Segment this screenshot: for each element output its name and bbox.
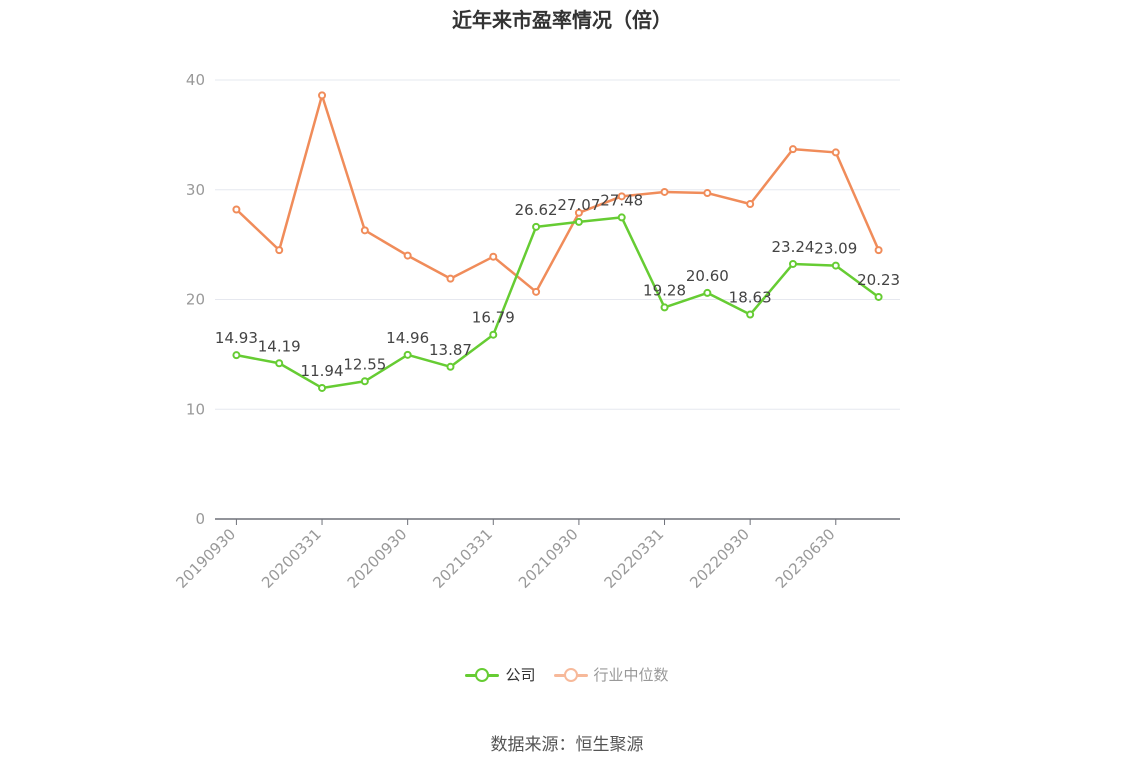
- data-point-company[interactable]: [318, 383, 327, 392]
- data-point-industry[interactable]: [788, 145, 797, 154]
- legend-item-industry[interactable]: 行业中位数: [553, 664, 669, 685]
- x-tick-label: 20200331: [258, 525, 325, 592]
- data-source: 数据来源：恒生聚源: [490, 735, 644, 755]
- legend-label-company: 公司: [505, 666, 536, 684]
- data-label-company: 14.19: [258, 337, 301, 355]
- data-point-company[interactable]: [788, 259, 797, 268]
- legend-label-industry: 行业中位数: [593, 666, 669, 684]
- y-tick-label: 20: [186, 291, 205, 309]
- data-label-company: 27.48: [600, 191, 643, 209]
- data-point-industry[interactable]: [232, 205, 241, 214]
- data-point-industry[interactable]: [574, 208, 583, 217]
- data-point-industry[interactable]: [446, 274, 455, 283]
- data-point-industry[interactable]: [617, 192, 626, 201]
- x-tick-label: 20220930: [686, 525, 753, 592]
- data-point-company[interactable]: [746, 310, 755, 319]
- y-tick-label: 10: [186, 400, 205, 418]
- x-tick-label: 20210930: [515, 525, 582, 592]
- x-tick-label: 20230630: [772, 525, 839, 592]
- data-point-industry[interactable]: [660, 187, 669, 196]
- data-label-company: 14.96: [386, 329, 429, 347]
- grid-lines: [215, 79, 900, 410]
- data-label-company: 18.63: [729, 289, 772, 307]
- data-point-industry[interactable]: [360, 226, 369, 235]
- data-point-industry[interactable]: [532, 287, 541, 296]
- data-label-company: 16.79: [472, 309, 515, 327]
- series-line-company: [236, 216, 880, 390]
- data-point-company[interactable]: [703, 288, 712, 297]
- series-line-industry: [235, 94, 880, 294]
- data-label-company: 26.62: [515, 201, 558, 219]
- data-point-company[interactable]: [275, 359, 284, 368]
- data-point-industry[interactable]: [703, 189, 712, 198]
- data-label-company: 23.09: [814, 240, 857, 258]
- data-point-industry[interactable]: [489, 252, 498, 261]
- data-point-company[interactable]: [446, 362, 455, 371]
- data-point-industry[interactable]: [746, 200, 755, 209]
- legend-swatch-company: [465, 667, 500, 683]
- data-point-industry[interactable]: [275, 246, 284, 255]
- data-label-company: 20.60: [686, 267, 729, 285]
- data-point-company[interactable]: [232, 351, 241, 360]
- x-tick-label: 20210331: [429, 525, 496, 592]
- y-tick-label: 40: [186, 71, 205, 89]
- data-point-company[interactable]: [874, 292, 883, 301]
- chart-title: 近年来市盈率情况（倍）: [452, 8, 672, 32]
- data-point-company[interactable]: [617, 213, 626, 222]
- data-label-company: 23.24: [771, 238, 814, 256]
- data-point-company[interactable]: [360, 377, 369, 386]
- data-point-industry[interactable]: [403, 251, 412, 260]
- x-tick-label: 20220331: [601, 525, 668, 592]
- data-label-company: 14.93: [215, 329, 258, 347]
- data-label-company: 20.23: [857, 271, 900, 289]
- y-tick-label: 0: [195, 510, 205, 528]
- data-point-company[interactable]: [403, 350, 412, 359]
- data-label-company: 11.94: [301, 362, 344, 380]
- data-point-industry[interactable]: [318, 91, 327, 100]
- data-point-company[interactable]: [660, 303, 669, 312]
- legend-item-company[interactable]: 公司: [465, 664, 536, 685]
- data-point-industry[interactable]: [874, 246, 883, 255]
- data-point-industry[interactable]: [831, 148, 840, 157]
- x-tick-label: 20190930: [173, 525, 240, 592]
- legend-swatch-industry: [553, 667, 588, 683]
- data-point-company[interactable]: [489, 330, 498, 339]
- series-lines: [232, 91, 883, 392]
- data-point-company[interactable]: [532, 222, 541, 231]
- data-label-company: 27.07: [557, 196, 600, 214]
- data-label-company: 13.87: [429, 341, 472, 359]
- legend: 公司 行业中位数: [0, 664, 1134, 685]
- y-tick-label: 30: [186, 181, 205, 199]
- data-label-company: 19.28: [643, 281, 686, 299]
- data-label-company: 12.55: [343, 355, 386, 373]
- x-tick-label: 20200930: [344, 525, 411, 592]
- data-point-company[interactable]: [574, 217, 583, 226]
- data-point-company[interactable]: [831, 261, 840, 270]
